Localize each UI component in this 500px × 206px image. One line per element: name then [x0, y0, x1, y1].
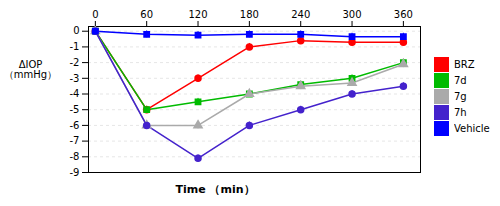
svg-text:-6: -6	[70, 120, 80, 131]
svg-text:-3: -3	[70, 73, 80, 84]
html-text:7h: 7h	[454, 106, 467, 118]
html-text:7g: 7g	[454, 90, 467, 102]
svg-text:0: 0	[92, 9, 98, 20]
svg-text:60: 60	[140, 9, 153, 20]
svg-text:0: 0	[73, 25, 79, 36]
svg-text:-1: -1	[70, 41, 80, 52]
svg-text:-8: -8	[70, 151, 80, 162]
svg-text:300: 300	[342, 9, 361, 20]
html-text:BRZ: BRZ	[454, 58, 475, 70]
svg-text:-4: -4	[70, 88, 80, 99]
svg-text:-9: -9	[70, 167, 80, 178]
svg-text:-2: -2	[70, 57, 80, 68]
svg-text:180: 180	[240, 9, 259, 20]
svg-text:ΔIOP（mmHg）: ΔIOP（mmHg）	[4, 59, 57, 80]
html-text:Time （min）: Time （min）	[175, 183, 255, 196]
svg-text:240: 240	[291, 9, 310, 20]
svg-text:-7: -7	[70, 135, 80, 146]
html-text:Vehicle: Vehicle	[454, 122, 490, 134]
svg-text:360: 360	[394, 9, 413, 20]
svg-text:-5: -5	[70, 104, 80, 115]
html-text:7d: 7d	[454, 74, 467, 86]
svg-text:120: 120	[188, 9, 207, 20]
